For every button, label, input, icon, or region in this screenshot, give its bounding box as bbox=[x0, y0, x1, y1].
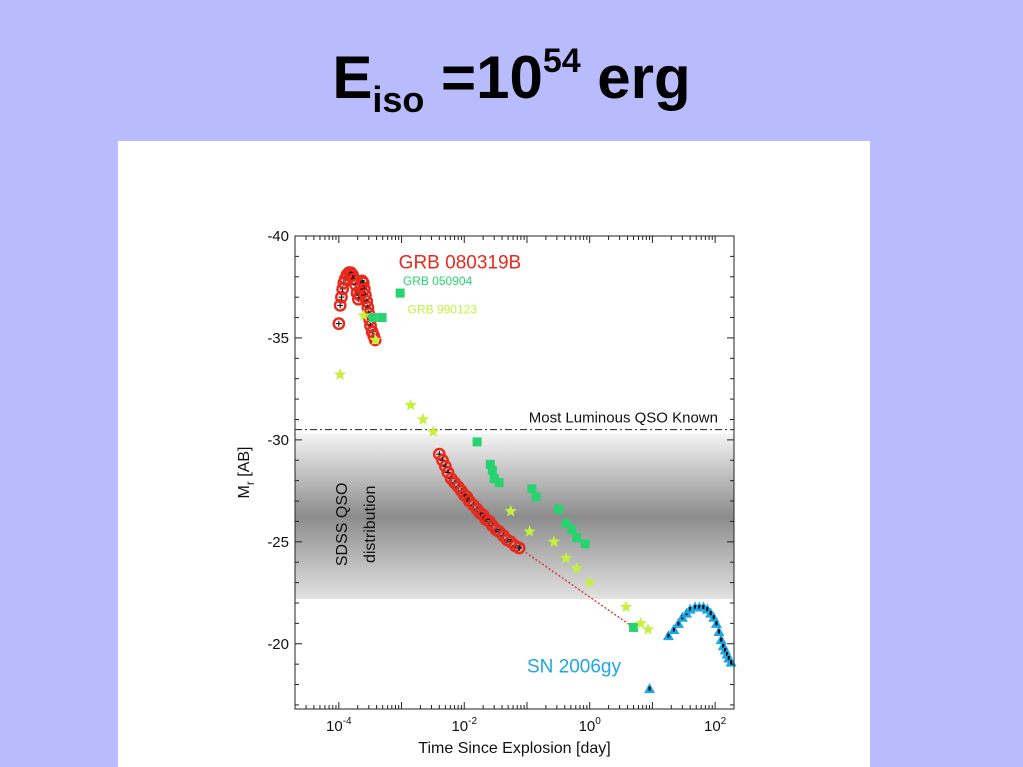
data-point bbox=[395, 288, 405, 298]
data-point bbox=[531, 492, 541, 502]
slide-title: Eiso =1054 erg bbox=[0, 42, 1023, 121]
y-tick-label: -35 bbox=[267, 330, 289, 347]
data-point bbox=[404, 398, 417, 411]
data-point bbox=[441, 466, 455, 479]
data-point-errorbar bbox=[720, 637, 723, 642]
y-tick-label: -30 bbox=[267, 432, 289, 449]
title-main: E bbox=[332, 44, 373, 111]
data-point-errorbar bbox=[667, 633, 670, 638]
series-grb-050904 bbox=[368, 288, 639, 632]
series-label-grb-080319b: GRB 080319B bbox=[399, 253, 522, 274]
data-point bbox=[344, 266, 358, 280]
data-point bbox=[570, 561, 583, 574]
title-middle: =10 bbox=[424, 44, 543, 111]
x-tick-label: 10-2 bbox=[451, 716, 477, 735]
data-point bbox=[361, 300, 375, 314]
data-point bbox=[334, 368, 347, 380]
data-point bbox=[583, 576, 596, 588]
data-point bbox=[436, 453, 449, 467]
data-point bbox=[619, 600, 633, 613]
title-end: erg bbox=[580, 44, 691, 111]
data-point-errorbar bbox=[335, 320, 342, 327]
data-point bbox=[332, 317, 346, 331]
data-point bbox=[357, 282, 371, 296]
data-point bbox=[438, 459, 452, 473]
series-label-grb-050904: GRB 050904 bbox=[403, 274, 473, 288]
data-point bbox=[432, 447, 446, 461]
data-point bbox=[333, 298, 347, 312]
data-point bbox=[487, 465, 497, 475]
data-point bbox=[554, 504, 564, 514]
data-point bbox=[360, 294, 374, 308]
data-point-errorbar bbox=[706, 607, 709, 612]
x-tick-label: 102 bbox=[704, 716, 727, 735]
data-point bbox=[504, 504, 517, 517]
series-label-sn-2006gy: SN 2006gy bbox=[527, 656, 622, 677]
data-point-errorbar bbox=[689, 607, 692, 612]
title-subscript: iso bbox=[372, 79, 425, 120]
data-point-errorbar bbox=[672, 627, 675, 632]
data-point bbox=[357, 309, 370, 321]
x-tick-label: 100 bbox=[579, 716, 602, 735]
y-tick-label: -20 bbox=[267, 636, 289, 653]
y-tick-label: -25 bbox=[267, 534, 289, 551]
data-point-errorbar bbox=[648, 686, 651, 691]
data-point bbox=[472, 437, 482, 447]
chart-svg: SDSS QSO distribution Most Luminous QSO K… bbox=[236, 228, 737, 757]
data-point-errorbar bbox=[677, 621, 680, 626]
band-label-line1: SDSS QSO bbox=[334, 483, 351, 567]
title-superscript: 54 bbox=[542, 42, 581, 80]
data-point bbox=[368, 313, 378, 323]
figure-panel: SDSS QSO distribution Most Luminous QSO K… bbox=[118, 141, 870, 767]
data-point-errorbar bbox=[724, 647, 727, 652]
data-point-errorbar bbox=[712, 615, 715, 620]
x-tick-label: 10-4 bbox=[326, 716, 352, 735]
data-point bbox=[416, 413, 430, 425]
data-point bbox=[485, 459, 495, 469]
data-point bbox=[369, 333, 382, 346]
data-point bbox=[641, 623, 655, 635]
data-point-errorbar bbox=[516, 544, 523, 551]
data-point bbox=[547, 535, 561, 548]
data-point bbox=[356, 276, 370, 290]
data-point-errorbar bbox=[730, 660, 733, 665]
x-axis-title: Time Since Explosion [day] bbox=[418, 740, 610, 757]
data-point-errorbar bbox=[727, 656, 730, 661]
data-point bbox=[572, 533, 582, 543]
data-point bbox=[512, 541, 526, 555]
data-point bbox=[559, 551, 573, 564]
data-point bbox=[567, 525, 577, 535]
grb080319b-connector-line bbox=[518, 547, 634, 628]
series-label-grb-990123: GRB 990123 bbox=[408, 302, 478, 316]
data-point-errorbar bbox=[717, 629, 720, 634]
data-point-errorbar bbox=[694, 605, 697, 610]
series-grb-990123 bbox=[334, 309, 655, 635]
data-point-errorbar bbox=[722, 643, 725, 648]
series-sn-2006gy bbox=[644, 601, 737, 694]
band-label-line2: distribution bbox=[362, 486, 379, 563]
data-point bbox=[523, 525, 536, 537]
data-point-errorbar bbox=[698, 605, 701, 610]
qso-reference-label: Most Luminous QSO Known bbox=[529, 410, 718, 427]
y-axis-title: Mr [AB] bbox=[236, 446, 257, 498]
data-point bbox=[634, 616, 647, 629]
data-point bbox=[561, 518, 571, 528]
data-point-errorbar bbox=[715, 621, 718, 626]
data-point bbox=[527, 484, 537, 494]
data-point bbox=[377, 313, 387, 323]
data-point-errorbar bbox=[726, 651, 729, 656]
plot-frame bbox=[294, 235, 735, 710]
data-point bbox=[489, 474, 499, 484]
y-tick-label: -40 bbox=[267, 228, 289, 245]
data-point bbox=[427, 425, 440, 437]
data-point-errorbar bbox=[709, 611, 712, 616]
data-point bbox=[580, 539, 590, 549]
data-point bbox=[335, 290, 348, 304]
data-point bbox=[494, 478, 504, 488]
sdss-qso-band bbox=[295, 433, 734, 599]
data-point bbox=[629, 622, 639, 632]
data-point-errorbar bbox=[702, 605, 705, 610]
data-point bbox=[358, 288, 372, 302]
